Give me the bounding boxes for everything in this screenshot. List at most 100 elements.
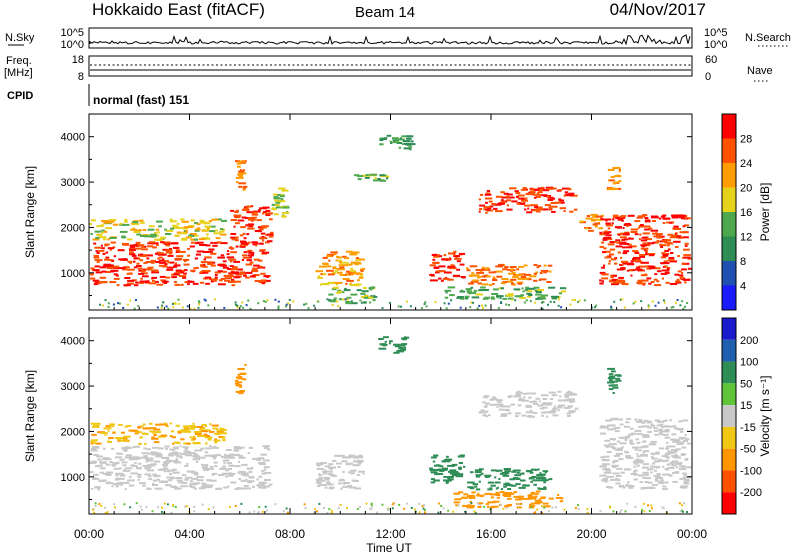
velocity-cell xyxy=(381,503,384,506)
power-cell xyxy=(650,229,659,232)
velocity-cell xyxy=(268,483,273,486)
velocity-cell xyxy=(632,470,636,473)
power-cell xyxy=(165,229,174,232)
power-cell xyxy=(274,204,280,207)
power-cell xyxy=(584,227,592,229)
power-cell xyxy=(566,194,574,197)
power-cell xyxy=(133,284,139,287)
velocity-cell xyxy=(615,452,623,455)
power-cell xyxy=(248,217,253,220)
velocity-cell xyxy=(480,495,484,498)
velocity-cell xyxy=(437,502,440,505)
power-cell xyxy=(173,281,178,284)
noise-left-label: N.Sky xyxy=(5,32,35,44)
power-cell xyxy=(230,233,237,235)
power-cell xyxy=(660,256,667,259)
velocity-cell xyxy=(507,488,511,490)
power-cell xyxy=(520,276,527,278)
velocity-cell xyxy=(104,458,112,461)
velocity-cell xyxy=(447,479,452,482)
velocity-cell xyxy=(557,409,560,412)
velocity-cell xyxy=(228,468,232,470)
velocity-cell xyxy=(147,464,154,467)
velocity-cell xyxy=(194,453,198,456)
power-cell xyxy=(242,185,248,188)
x-tick-label: 00:00 xyxy=(74,527,104,541)
velocity-cell xyxy=(338,479,346,482)
velocity-cell xyxy=(490,496,494,499)
power-cell xyxy=(339,266,345,269)
power-cell xyxy=(430,274,435,276)
noise-left-tick-top: 10^5 xyxy=(60,27,84,39)
power-cell xyxy=(214,298,217,301)
velocity-cell xyxy=(184,448,188,450)
power-cell xyxy=(204,276,212,279)
power-colorbar-tick: 8 xyxy=(740,256,746,268)
velocity-cell xyxy=(195,460,199,463)
power-cell xyxy=(335,259,338,262)
power-cell xyxy=(524,204,531,207)
power-cell xyxy=(168,248,172,250)
power-cell xyxy=(174,302,177,305)
power-cell xyxy=(155,280,159,283)
velocity-cell xyxy=(342,482,350,484)
power-cell xyxy=(663,260,668,263)
power-colorbar-tick: 28 xyxy=(740,134,752,146)
velocity-cell xyxy=(202,483,208,486)
velocity-cell xyxy=(209,485,213,488)
velocity-cell xyxy=(247,480,251,483)
velocity-cell xyxy=(603,464,607,467)
power-cell xyxy=(197,300,200,303)
velocity-cell xyxy=(133,445,141,448)
velocity-cell xyxy=(521,414,527,417)
power-cell xyxy=(357,178,362,181)
velocity-cell xyxy=(264,468,267,471)
velocity-cell xyxy=(100,479,107,482)
velocity-colorbar-segment xyxy=(722,318,736,340)
power-cell xyxy=(634,252,640,254)
velocity-cell xyxy=(662,507,665,510)
power-cell xyxy=(406,135,411,138)
power-cell xyxy=(346,279,354,282)
velocity-cell xyxy=(615,475,622,477)
velocity-cell xyxy=(142,427,150,430)
power-cell xyxy=(640,239,648,242)
velocity-cell xyxy=(610,384,618,387)
power-cell xyxy=(342,278,350,280)
power-cell xyxy=(510,278,517,281)
velocity-cell xyxy=(430,478,435,481)
velocity-cell xyxy=(192,455,200,458)
power-cell xyxy=(604,256,612,259)
power-cell xyxy=(258,209,261,212)
power-cell xyxy=(230,260,233,263)
velocity-cell xyxy=(661,473,670,476)
power-cell xyxy=(150,233,157,236)
velocity-cell xyxy=(97,458,102,461)
power-cell xyxy=(118,302,121,305)
power-cell xyxy=(273,196,278,199)
power-cell xyxy=(230,219,238,221)
power-cell xyxy=(345,282,348,285)
velocity-cell xyxy=(205,486,212,489)
velocity-cell xyxy=(359,505,361,508)
velocity-cell xyxy=(552,407,558,410)
power-cell xyxy=(537,189,543,191)
power-cell xyxy=(229,265,234,268)
power-cell xyxy=(536,208,544,211)
velocity-cell xyxy=(176,479,183,482)
velocity-cell xyxy=(531,468,537,471)
velocity-cell xyxy=(440,468,448,471)
velocity-cell xyxy=(394,345,401,348)
velocity-cell xyxy=(132,456,140,459)
power-colorbar-segment xyxy=(722,114,736,139)
velocity-cell xyxy=(238,456,246,459)
power-cell xyxy=(569,210,574,213)
velocity-cell xyxy=(221,429,227,432)
velocity-cell xyxy=(282,510,285,512)
power-cell xyxy=(240,169,243,172)
velocity-cell xyxy=(498,478,501,480)
velocity-cell xyxy=(631,432,634,435)
velocity-cell xyxy=(151,437,159,440)
power-cell xyxy=(657,270,662,273)
